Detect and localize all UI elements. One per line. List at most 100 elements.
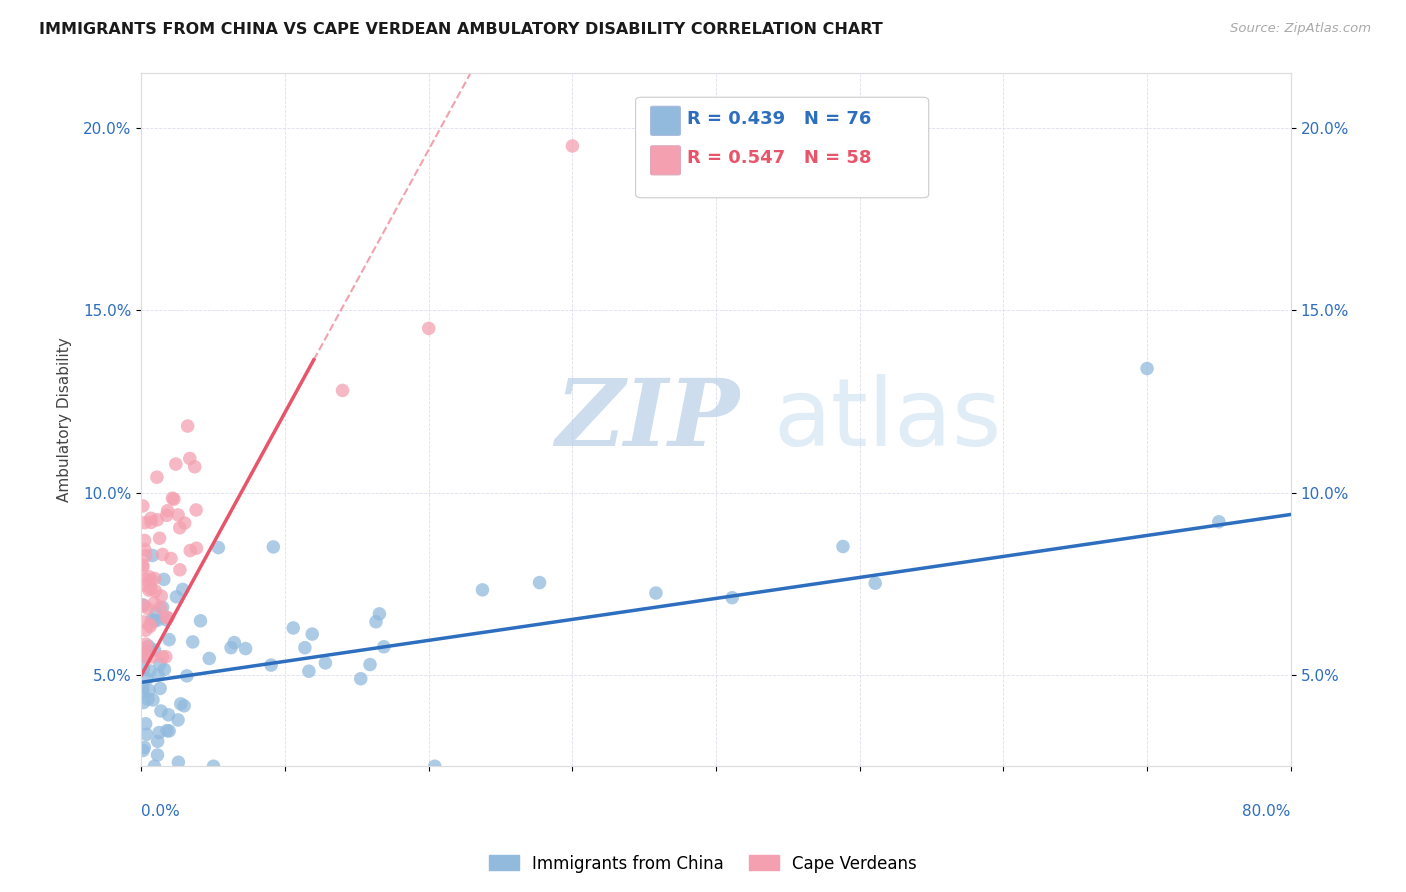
Point: [143, 759, 166, 773]
Point: [148, 531, 170, 545]
Text: 80.0%: 80.0%: [1243, 805, 1291, 820]
Point: [157, 707, 180, 722]
Point: [262, 540, 284, 554]
Point: [132, 743, 155, 757]
Point: [138, 643, 160, 657]
Point: [146, 614, 169, 628]
Point: [139, 511, 162, 525]
Point: [132, 615, 155, 629]
Point: [156, 508, 179, 523]
Point: [368, 607, 391, 621]
Point: [471, 582, 494, 597]
Point: [863, 576, 886, 591]
Point: [207, 541, 229, 555]
Point: [165, 457, 187, 471]
Point: [186, 541, 208, 556]
Point: [132, 499, 155, 513]
Point: [132, 598, 155, 612]
Point: [149, 681, 172, 696]
Point: [165, 590, 187, 604]
Point: [136, 601, 159, 615]
Point: [143, 572, 166, 586]
Point: [132, 649, 155, 664]
Point: [173, 516, 195, 530]
Legend: Immigrants from China, Cape Verdeans: Immigrants from China, Cape Verdeans: [482, 848, 924, 880]
Point: [135, 727, 157, 741]
Point: [364, 615, 387, 629]
Point: [173, 698, 195, 713]
Point: [170, 697, 193, 711]
Point: [143, 596, 166, 610]
Point: [190, 614, 212, 628]
Point: [176, 669, 198, 683]
Text: R = 0.439   N = 76: R = 0.439 N = 76: [688, 110, 872, 128]
Point: [155, 610, 177, 624]
Point: [141, 516, 163, 530]
Point: [143, 643, 166, 657]
Point: [145, 584, 167, 599]
Point: [198, 651, 221, 665]
Point: [138, 639, 160, 653]
Point: [136, 692, 159, 706]
Text: 0.0%: 0.0%: [142, 805, 180, 820]
Point: [172, 582, 194, 597]
Point: [146, 513, 169, 527]
Point: [1136, 361, 1159, 376]
Point: [134, 516, 156, 530]
Point: [167, 756, 190, 770]
Point: [169, 521, 191, 535]
Point: [418, 321, 440, 335]
Point: [832, 540, 855, 554]
Point: [176, 419, 198, 434]
Point: [135, 549, 157, 563]
Point: [529, 575, 551, 590]
Point: [283, 621, 305, 635]
Point: [141, 549, 163, 563]
Point: [152, 600, 174, 615]
Point: [314, 656, 336, 670]
Point: [146, 668, 169, 682]
Point: [156, 723, 179, 738]
Point: [179, 451, 201, 466]
Point: [134, 740, 156, 755]
Point: [132, 681, 155, 695]
FancyBboxPatch shape: [651, 106, 681, 136]
Point: [163, 492, 186, 507]
Point: [155, 649, 177, 664]
Text: ZIP: ZIP: [555, 375, 740, 465]
Point: [157, 723, 180, 738]
Point: [301, 627, 323, 641]
Text: IMMIGRANTS FROM CHINA VS CAPE VERDEAN AMBULATORY DISABILITY CORRELATION CHART: IMMIGRANTS FROM CHINA VS CAPE VERDEAN AM…: [39, 22, 883, 37]
Point: [332, 384, 354, 398]
Point: [156, 610, 179, 624]
Text: R = 0.547   N = 58: R = 0.547 N = 58: [688, 149, 872, 168]
Point: [202, 759, 225, 773]
Point: [146, 734, 169, 748]
Point: [139, 573, 162, 587]
Text: atlas: atlas: [773, 374, 1001, 466]
Point: [135, 640, 157, 655]
Point: [1208, 515, 1230, 529]
Point: [235, 641, 257, 656]
Point: [138, 583, 160, 598]
Point: [162, 491, 184, 505]
Point: [645, 586, 668, 600]
Point: [139, 664, 162, 678]
Point: [138, 683, 160, 698]
Point: [134, 647, 156, 661]
Point: [294, 640, 316, 655]
Point: [132, 662, 155, 676]
FancyBboxPatch shape: [651, 145, 681, 175]
Point: [141, 613, 163, 627]
Point: [139, 617, 162, 632]
Point: [423, 759, 446, 773]
Point: [183, 459, 205, 474]
Point: [134, 649, 156, 664]
Point: [146, 747, 169, 762]
FancyBboxPatch shape: [636, 97, 929, 198]
Point: [561, 139, 583, 153]
Point: [135, 716, 157, 731]
Point: [157, 632, 180, 647]
Point: [179, 543, 201, 558]
Point: [135, 637, 157, 651]
